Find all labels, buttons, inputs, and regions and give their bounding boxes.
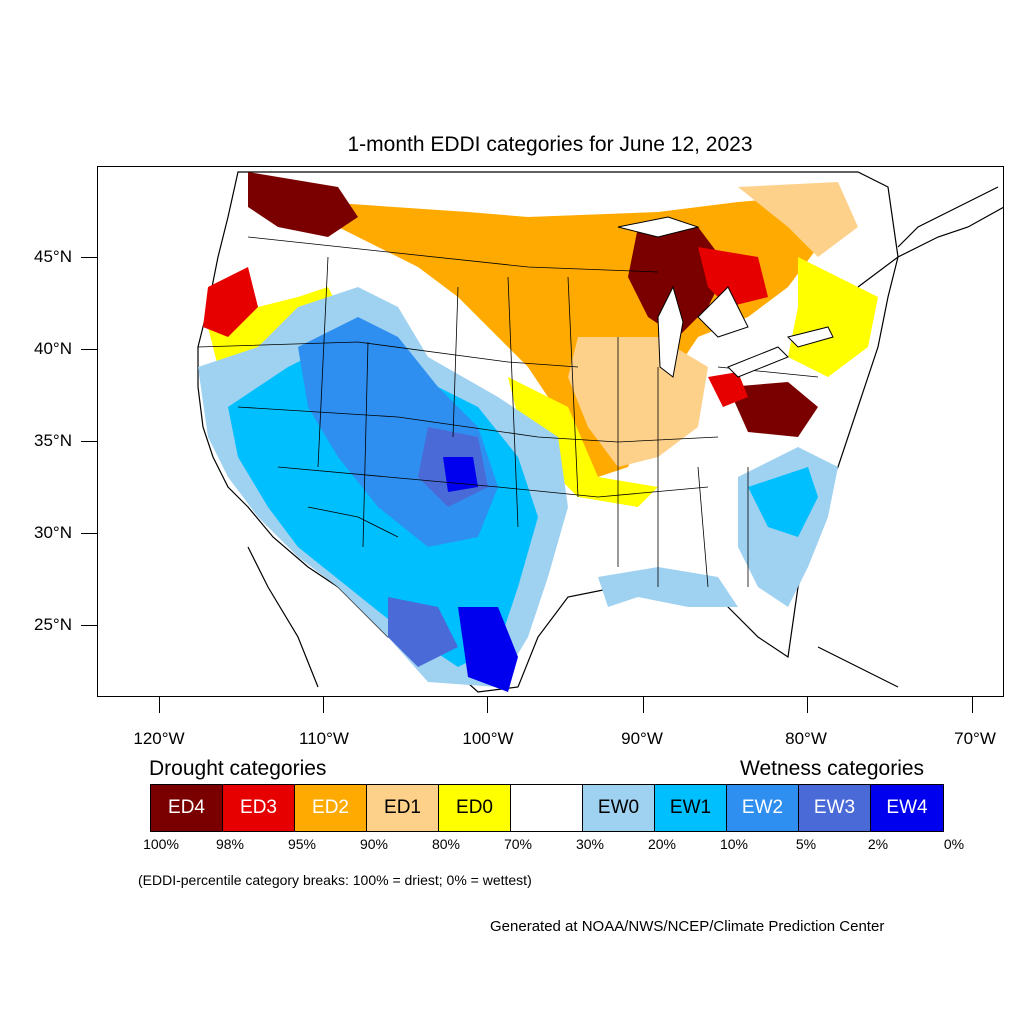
region-ed3-pacific (203, 267, 258, 337)
lat-label-25: 25°N (34, 615, 72, 634)
eddi-map (97, 166, 1004, 697)
lon-tick (643, 697, 644, 713)
legend-percentile: 98% (215, 836, 245, 852)
map-title: 1-month EDDI categories for June 12, 202… (347, 133, 753, 156)
legend-percentile: 2% (867, 836, 889, 852)
lon-label-80: 80°W (785, 729, 827, 748)
lat-label-40: 40°N (34, 339, 72, 358)
credit-line: Generated at NOAA/NWS/NCEP/Climate Predi… (490, 918, 885, 935)
region-ed0-east (788, 257, 878, 377)
region-ew4-texas (458, 607, 518, 692)
lon-tick (159, 697, 160, 713)
coastlines (247, 186, 1003, 688)
lat-tick (81, 625, 97, 626)
lon-label-90: 90°W (621, 729, 663, 748)
region-ew0-gulf (598, 567, 738, 607)
legend-swatch-ed2: ED2 (295, 785, 367, 831)
lon-tick (323, 697, 324, 713)
lon-tick (807, 697, 808, 713)
region-ed1-ne (738, 182, 858, 257)
lon-label-120: 120°W (133, 729, 185, 748)
legend-swatch-ed0: ED0 (439, 785, 511, 831)
legend-percentile: 30% (575, 836, 605, 852)
legend-percentile: 70% (503, 836, 533, 852)
legend-percentile: 95% (287, 836, 317, 852)
lat-tick (81, 257, 97, 258)
lat-tick (81, 349, 97, 350)
region-ed3-ohio (708, 372, 748, 407)
legend-swatch-ed4: ED4 (151, 785, 223, 831)
legend-wetness-heading: Wetness categories (740, 757, 925, 780)
legend-swatch-ew1: EW1 (655, 785, 727, 831)
region-ew3-texas (388, 597, 458, 667)
legend-drought-heading: Drought categories (149, 757, 327, 780)
legend-colorbar: ED4 ED3 ED2 ED1 ED0 EW0 EW1 EW2 EW3 EW4 (150, 784, 944, 832)
legend-note: (EDDI-percentile category breaks: 100% =… (138, 872, 532, 888)
region-ed4-ohio (728, 382, 818, 437)
region-ew4-colorado (443, 457, 478, 492)
legend-percentile: 10% (719, 836, 749, 852)
lon-label-100: 100°W (462, 729, 514, 748)
legend-percentile: 90% (359, 836, 389, 852)
lat-tick (81, 441, 97, 442)
lat-label-30: 30°N (34, 523, 72, 542)
region-ed0-plains (508, 377, 658, 507)
legend-swatch-neutral (511, 785, 583, 831)
legend-percentile: 100% (143, 836, 179, 852)
lon-label-110: 110°W (299, 729, 349, 748)
lat-label-45: 45°N (34, 247, 72, 266)
legend-swatch-ew4: EW4 (871, 785, 943, 831)
legend-percentile: 80% (431, 836, 461, 852)
lat-label-35: 35°N (34, 431, 72, 450)
map-canvas (197, 171, 1003, 693)
region-ed3-greatlakes (698, 247, 768, 307)
lon-label-70: 70°W (954, 729, 996, 748)
region-ew1-se (748, 467, 818, 537)
legend-percentile: 20% (647, 836, 677, 852)
legend-swatch-ed1: ED1 (367, 785, 439, 831)
lon-tick (487, 697, 488, 713)
legend-percentile: 0% (943, 836, 965, 852)
region-ed4-nw (248, 172, 358, 237)
lat-tick (81, 533, 97, 534)
great-lakes (617, 216, 834, 378)
legend-swatch-ed3: ED3 (223, 785, 295, 831)
legend-swatch-ew0: EW0 (583, 785, 655, 831)
legend-swatch-ew3: EW3 (799, 785, 871, 831)
legend-percentile: 5% (795, 836, 817, 852)
legend-swatch-ew2: EW2 (727, 785, 799, 831)
lon-tick (972, 697, 973, 713)
